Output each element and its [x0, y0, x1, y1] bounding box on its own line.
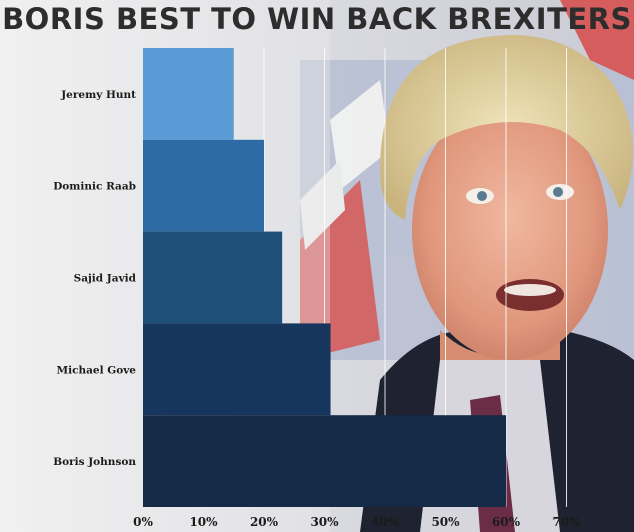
category-label: Michael Gove: [56, 364, 136, 376]
x-tick-label: 0%: [133, 515, 153, 529]
category-label: Sajid Javid: [74, 273, 137, 285]
x-tick-label: 50%: [431, 515, 460, 529]
bar-michael-gove: [143, 323, 331, 416]
x-tick-label: 20%: [250, 515, 279, 529]
bar-dominic-raab: [143, 139, 264, 232]
category-labels: Jeremy Hunt Dominic Raab Sajid Javid Michae…: [53, 89, 136, 468]
x-tick-label: 70%: [552, 515, 581, 529]
bar-boris-johnson: [143, 415, 506, 507]
category-label: Boris Johnson: [53, 456, 136, 468]
bar-jeremy-hunt: [143, 48, 234, 140]
x-axis-ticks: 0% 10% 20% 30% 40% 50% 60% 70%: [133, 515, 581, 529]
category-label: Jeremy Hunt: [60, 89, 136, 101]
bars-group: [143, 48, 506, 507]
x-tick-label: 40%: [371, 515, 400, 529]
x-tick-label: 60%: [492, 515, 521, 529]
category-label: Dominic Raab: [53, 181, 136, 193]
chart-title: BORIS BEST TO WIN BACK BREXITERS: [2, 2, 632, 36]
bar-sajid-javid: [143, 231, 283, 324]
x-tick-label: 30%: [310, 515, 339, 529]
x-tick-label: 10%: [189, 515, 218, 529]
